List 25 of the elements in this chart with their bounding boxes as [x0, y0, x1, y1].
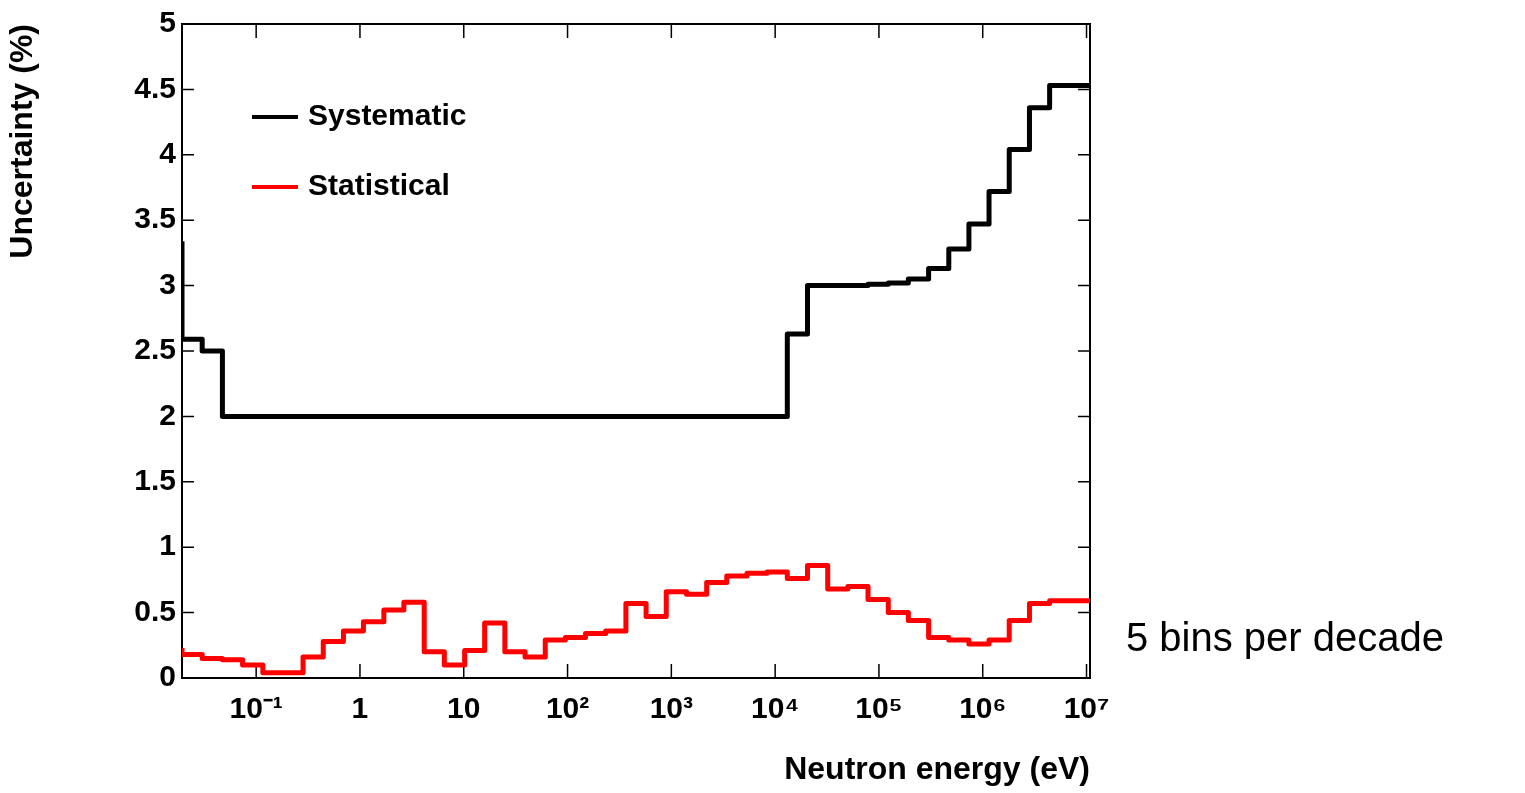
- x-tick-label: 10: [447, 691, 481, 725]
- y-tick-label: 2: [159, 397, 176, 431]
- legend-label: Systematic: [308, 98, 467, 132]
- x-tick-label: 10²: [545, 691, 590, 725]
- x-tick-label: 10³: [649, 691, 694, 725]
- y-tick-label: 0.5: [134, 593, 176, 627]
- x-tick-label: 1: [351, 691, 369, 725]
- y-tick-label: 5: [159, 5, 176, 39]
- legend-label: Statistical: [308, 168, 450, 202]
- y-tick-label: 0: [159, 659, 176, 693]
- y-tick-label: 4: [159, 136, 177, 170]
- x-tick-label: 10⁴: [751, 691, 800, 725]
- y-axis-title: Uncertainty (%): [3, 24, 40, 259]
- x-tick-label: 10⁵: [855, 691, 903, 725]
- x-tick-label: 10⁶: [959, 691, 1007, 725]
- x-axis-title: Neutron energy (eV): [784, 749, 1090, 786]
- y-tick-label: 1: [159, 528, 176, 562]
- y-tick-label: 4.5: [134, 70, 176, 104]
- x-tick-label: 10⁻¹: [229, 691, 283, 725]
- text: 5 bins per decade: [1126, 615, 1445, 660]
- x-tick-label: 10⁷: [1063, 691, 1110, 725]
- y-tick-label: 3.5: [134, 201, 176, 235]
- y-tick-label: 3: [159, 266, 176, 300]
- y-tick-label: 1.5: [134, 463, 176, 497]
- y-tick-label: 2.5: [134, 332, 176, 366]
